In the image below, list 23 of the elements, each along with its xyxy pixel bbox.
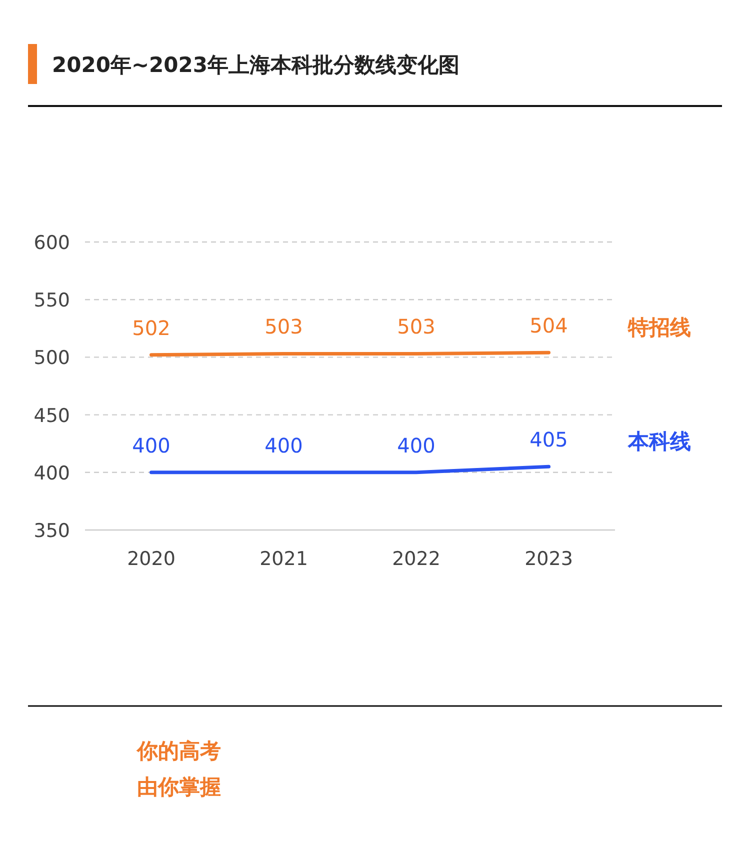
text: 你的高考 <box>136 739 221 763</box>
text: 本科线 <box>627 430 691 454</box>
text: 特招线 <box>627 316 691 340</box>
data-label: 502 <box>132 316 170 340</box>
data-label: 503 <box>397 314 436 339</box>
y-tick-label: 500 <box>34 347 70 370</box>
x-tick-label: 2022 <box>392 548 440 570</box>
chart-title: 2020年~2023年上海本科批分数线变化图 <box>52 53 460 77</box>
data-label: 504 <box>530 314 568 338</box>
y-tick-label: 600 <box>34 232 70 254</box>
data-label: 400 <box>132 433 170 458</box>
y-tick-label: 400 <box>34 462 70 484</box>
data-label: 400 <box>264 433 303 458</box>
y-tick-label: 350 <box>34 520 70 542</box>
text: 由你掌握 <box>137 775 221 799</box>
x-tick-label: 2020 <box>127 548 176 570</box>
data-label: 400 <box>397 433 436 458</box>
y-tick-label: 450 <box>34 404 70 427</box>
x-tick-label: 2023 <box>524 548 573 570</box>
y-tick-label: 550 <box>34 290 70 312</box>
data-label: 503 <box>264 314 303 339</box>
x-tick-label: 2021 <box>260 548 308 570</box>
data-label: 405 <box>530 428 568 452</box>
